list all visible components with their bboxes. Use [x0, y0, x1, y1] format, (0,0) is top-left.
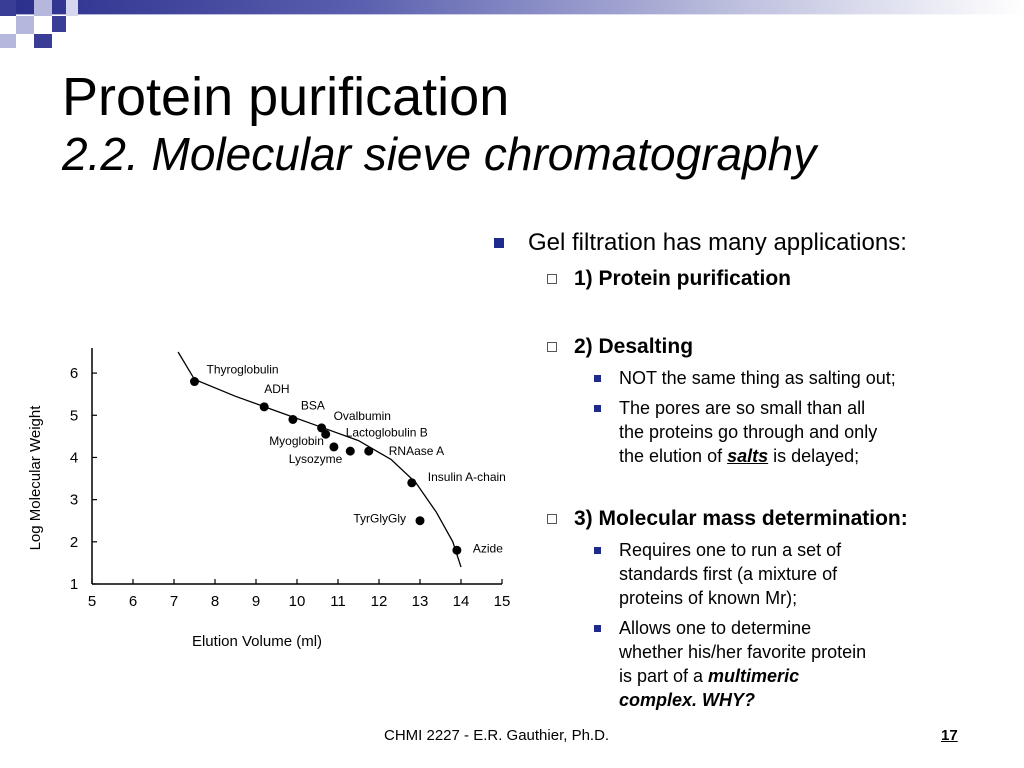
- data-point: [415, 516, 425, 526]
- y-tick-label: 3: [70, 492, 78, 509]
- header-square-decoration: [0, 0, 16, 16]
- small-square-bullet-icon: [594, 547, 601, 554]
- y-tick-label: 5: [70, 407, 78, 424]
- page-number: 17: [941, 727, 958, 744]
- x-tick-label: 15: [494, 593, 510, 610]
- small-square-bullet-icon: [594, 375, 601, 382]
- data-point-label: Myoglobin: [269, 434, 324, 448]
- data-point-label: TyrGlyGly: [353, 512, 406, 526]
- bullet-app-2-sub-1: NOT the same thing as salting out;: [492, 366, 1012, 390]
- bullet-app-3: 3) Molecular mass determination:: [492, 506, 1012, 532]
- x-tick-label: 13: [412, 593, 429, 610]
- data-point-label: RNAase A: [389, 444, 444, 458]
- hollow-square-bullet-icon: [547, 342, 557, 352]
- small-square-bullet-icon: [594, 625, 601, 632]
- x-tick-label: 6: [129, 593, 137, 610]
- bullet-app-2-sub-1-text: NOT the same thing as salting out;: [619, 368, 896, 388]
- data-point: [329, 442, 339, 452]
- x-axis-label: Elution Volume (ml): [192, 633, 322, 650]
- x-tick-label: 5: [88, 593, 96, 610]
- data-point: [345, 446, 355, 456]
- data-point: [288, 414, 298, 424]
- data-point: [321, 429, 331, 439]
- header-gradient-bar: [0, 0, 1024, 15]
- bullet-app-3-text: 3) Molecular mass determination:: [574, 507, 908, 530]
- data-point-label: Azide: [473, 541, 503, 555]
- bullet-app-3-sub-2: Allows one to determine whether his/her …: [492, 616, 879, 712]
- square-bullet-icon: [494, 238, 504, 248]
- slide-subtitle: 2.2. Molecular sieve chromatography: [62, 128, 817, 181]
- y-tick-label: 4: [70, 449, 78, 466]
- bullet-app-2-sub-2: The pores are so small than all the prot…: [492, 396, 879, 468]
- bullet-app-3-sub-1-text: Requires one to run a set of standards f…: [619, 540, 842, 608]
- x-tick-label: 7: [170, 593, 178, 610]
- bullet-app-2-sub-2-text: The pores are so small than all the prot…: [619, 398, 878, 466]
- x-tick-label: 11: [330, 593, 346, 610]
- data-point-label: Insulin A-chain: [428, 470, 506, 484]
- data-point-label: Ovalbumin: [334, 409, 391, 423]
- bullet-app-3-sub-2-text: Allows one to determine whether his/her …: [619, 618, 867, 686]
- header-square-decoration: [52, 16, 66, 32]
- header-square-decoration: [66, 0, 78, 16]
- x-tick-label: 12: [371, 593, 388, 610]
- y-tick-label: 2: [70, 534, 78, 551]
- header-square-decoration: [34, 0, 52, 16]
- hollow-square-bullet-icon: [547, 514, 557, 524]
- multimeric-emphasis: multimeric complex. WHY?: [619, 666, 800, 710]
- header-square-decoration: [0, 34, 16, 48]
- data-point: [452, 545, 462, 555]
- slide-title-main: Protein purification: [62, 67, 510, 127]
- bullet-app-2-text: 2) Desalting: [574, 335, 694, 358]
- bullet-app-1: 1) Protein purification: [492, 266, 1012, 292]
- bullet-app-2: 2) Desalting: [492, 334, 1012, 360]
- data-point: [259, 402, 269, 412]
- x-tick-label: 14: [453, 593, 470, 610]
- data-point-label: Lysozyme: [289, 452, 343, 466]
- bullet-app-1-text: 1) Protein purification: [574, 267, 792, 290]
- data-point: [407, 478, 417, 488]
- salts-emphasis: salts: [727, 446, 769, 466]
- calibration-curve: [177, 351, 462, 568]
- small-square-bullet-icon: [594, 405, 601, 412]
- data-point: [190, 377, 199, 387]
- bullet-list: Gel filtration has many applications: 1)…: [492, 228, 1012, 712]
- x-tick-label: 9: [252, 593, 260, 610]
- footer-credit: CHMI 2227 - E.R. Gauthier, Ph.D.: [384, 727, 610, 744]
- x-tick-label: 8: [211, 593, 219, 610]
- bullet-intro: Gel filtration has many applications:: [492, 228, 1012, 258]
- header-square-decoration: [34, 34, 52, 48]
- data-point-label: BSA: [301, 398, 325, 412]
- header-square-decoration: [16, 16, 34, 34]
- data-point-label: Lactoglobulin B: [346, 425, 428, 439]
- data-point: [364, 446, 374, 456]
- data-point-label: ADH: [264, 382, 289, 396]
- data-point-label: Thyroglobulin: [207, 363, 279, 377]
- y-tick-label: 1: [70, 576, 78, 593]
- y-axis-label: Log Molecular Weight: [27, 405, 44, 551]
- y-tick-label: 6: [70, 365, 78, 382]
- x-tick-label: 10: [289, 593, 306, 610]
- hollow-square-bullet-icon: [547, 274, 557, 284]
- bullet-app-2-sub-2-end: is delayed;: [768, 446, 860, 466]
- slide-title: Protein purification 2.2. Molecular siev…: [62, 66, 816, 181]
- bullet-app-3-sub-1: Requires one to run a set of standards f…: [492, 538, 869, 610]
- bullet-intro-text: Gel filtration has many applications:: [528, 229, 907, 256]
